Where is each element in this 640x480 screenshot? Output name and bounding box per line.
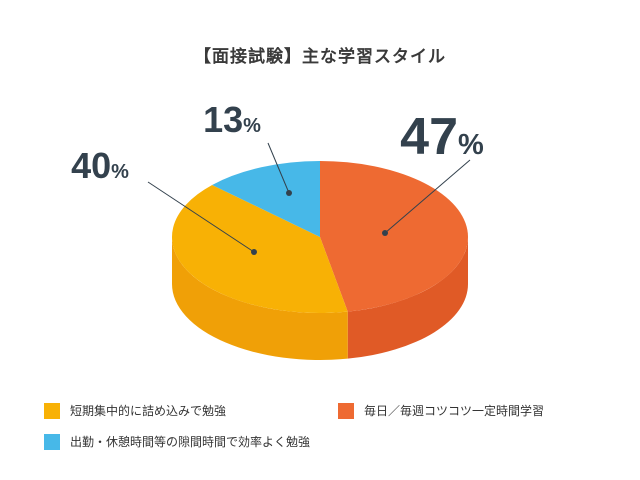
data-label-short-term: 40% [71,145,129,186]
legend-swatch-daily [338,402,354,419]
leader-dot-gap-time [286,190,292,196]
leader-line-short-term [147,181,255,253]
legend-item-short-term: 短期集中的に詰め込みで勉強 [44,402,226,419]
legend-item-gap-time: 出勤・休憩時間等の隙間時間で効率よく勉強 [44,433,310,450]
leader-line-daily [384,159,471,234]
legend-item-daily: 毎日／毎週コツコツ一定時間学習 [338,402,544,419]
pie-side-daily [347,237,469,359]
legend-label-daily: 毎日／毎週コツコツ一定時間学習 [364,404,545,418]
legend-label-gap-time: 出勤・休憩時間等の隙間時間で効率よく勉強 [70,435,311,449]
leader-dot-daily [382,230,388,236]
pie-slice-gap-time [212,161,320,237]
data-label-daily: 47% [400,108,484,166]
legend-label-short-term: 短期集中的に詰め込みで勉強 [70,404,227,418]
chart-title: 【面接試験】主な学習スタイル [194,47,446,67]
pie-labels: 47% 40% 13% [71,99,484,255]
data-label-gap-time: 13% [203,99,261,140]
legend-swatch-short-term [44,402,60,419]
pie-sides [172,237,469,360]
legend-swatch-gap-time [44,433,60,450]
pie-tops [172,161,469,313]
pie-side-short-term [172,237,348,360]
leader-line-gap-time [267,142,290,194]
pie-slice-short-term [172,184,348,313]
leader-dot-short-term [251,249,257,255]
pie-slice-daily [320,161,469,312]
